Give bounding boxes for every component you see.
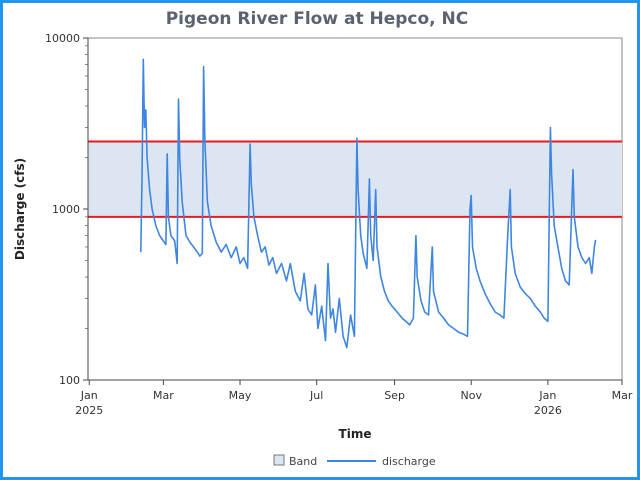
x-tick-label: Sep bbox=[384, 389, 405, 402]
series-layer bbox=[140, 58, 597, 349]
axes: 100 1000 10000 Jan 2025 Mar May Jul Sep Nov Jan 202… bbox=[45, 32, 633, 417]
x-axis-title: Time bbox=[339, 427, 372, 441]
y-axis-title: Discharge (cfs) bbox=[13, 158, 27, 260]
legend-line-label: discharge bbox=[382, 455, 436, 468]
y-tick-label: 10000 bbox=[45, 32, 80, 45]
x-tick-label: Nov bbox=[460, 389, 482, 402]
series-line-discharge bbox=[140, 58, 597, 349]
x-tick-label: Mar bbox=[153, 389, 174, 402]
x-tick-year-label: 2026 bbox=[534, 404, 562, 417]
chart-title: Pigeon River Flow at Hepco, NC bbox=[165, 9, 469, 29]
x-tick-label: May bbox=[229, 389, 252, 402]
legend: Band discharge bbox=[273, 454, 436, 468]
legend-band-label: Band bbox=[289, 455, 317, 468]
x-tick-year-label: 2025 bbox=[75, 404, 103, 417]
y-tick-label: 1000 bbox=[52, 203, 80, 216]
x-tick-label: Jul bbox=[309, 389, 323, 402]
x-tick-label: Jan bbox=[80, 389, 98, 402]
legend-band-swatch bbox=[273, 454, 285, 466]
x-tick-label: Mar bbox=[612, 389, 633, 402]
x-tick-label: Jan bbox=[538, 389, 556, 402]
y-tick-label: 100 bbox=[59, 374, 80, 387]
